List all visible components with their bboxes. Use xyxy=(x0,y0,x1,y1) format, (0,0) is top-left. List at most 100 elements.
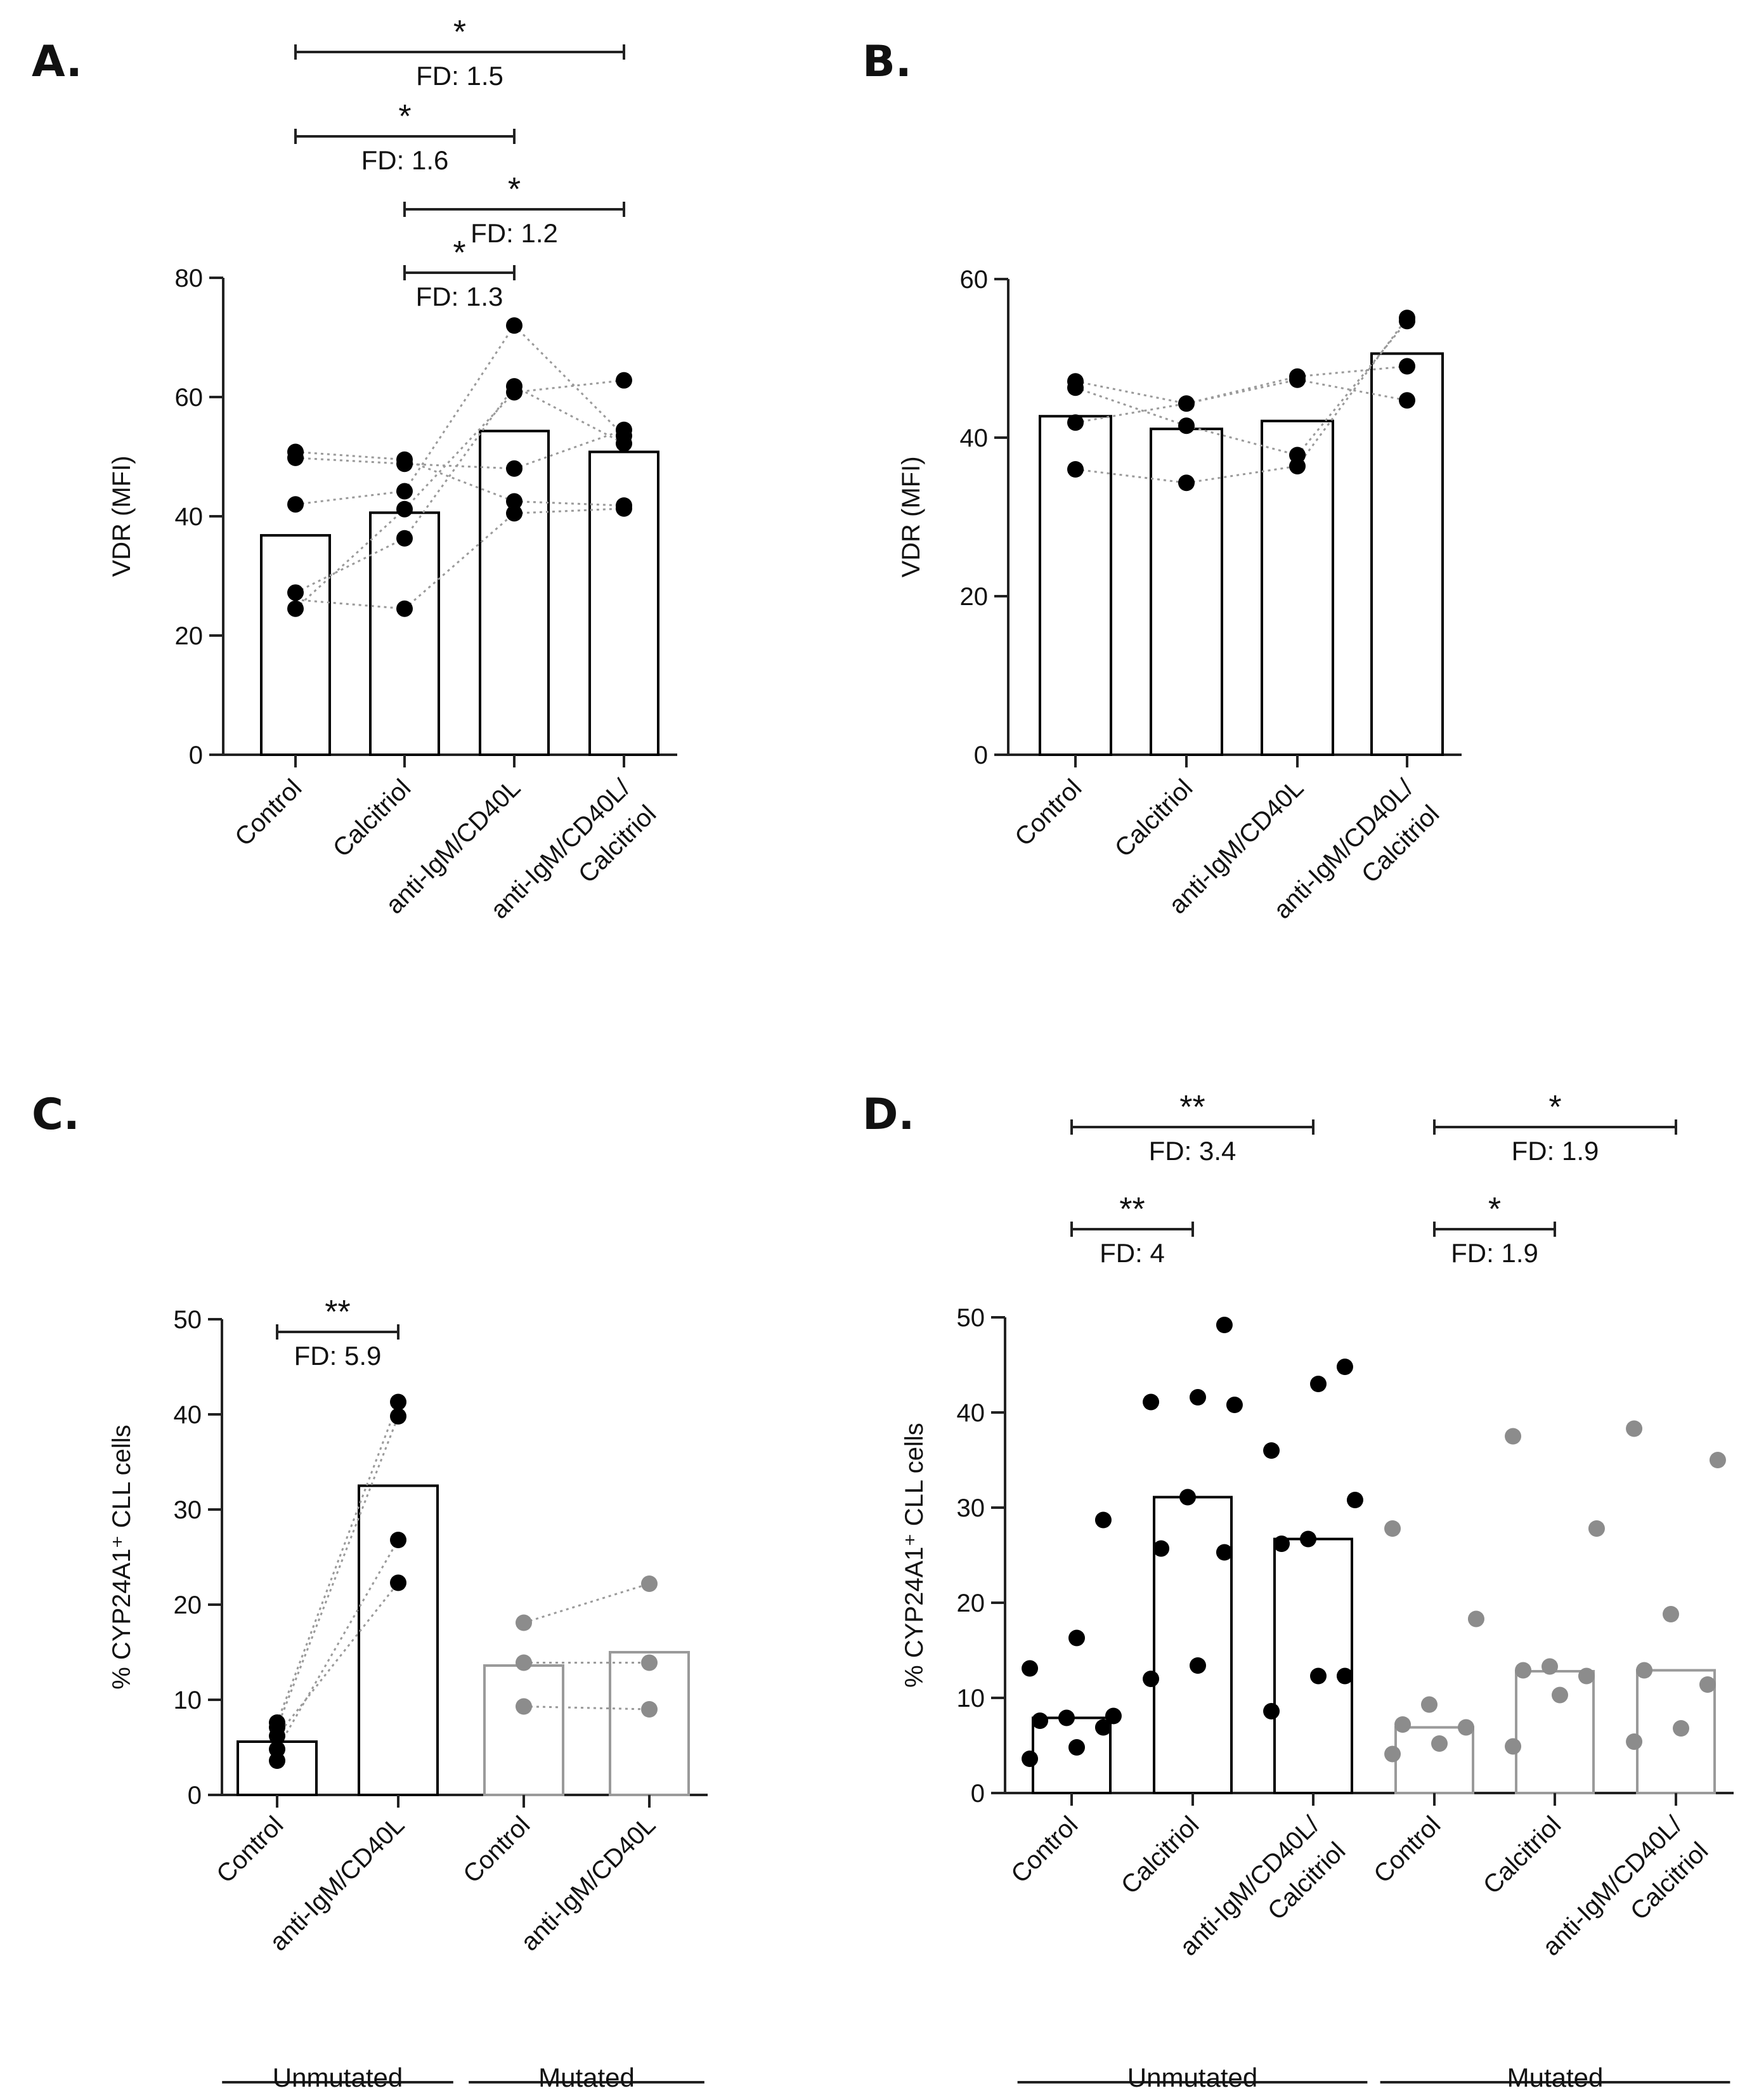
data-point xyxy=(1431,1735,1448,1752)
y-tick-label: 0 xyxy=(188,1782,202,1810)
y-tick-label: 50 xyxy=(957,1304,985,1332)
data-point xyxy=(390,1574,406,1591)
data-point xyxy=(269,1752,285,1769)
pair-line xyxy=(276,1401,399,1723)
x-category-label: Calcitriol xyxy=(1116,1811,1205,1900)
data-point xyxy=(516,1698,532,1715)
data-point xyxy=(516,1654,532,1671)
pair-line xyxy=(276,1539,399,1750)
y-axis-title: VDR (MFI) xyxy=(897,456,925,577)
data-point xyxy=(1263,1442,1280,1459)
data-point xyxy=(1673,1720,1689,1737)
y-tick-label: 30 xyxy=(174,1496,202,1524)
fold-difference-label: FD: 1.6 xyxy=(361,145,449,175)
data-point xyxy=(1505,1428,1522,1445)
pair-line xyxy=(514,429,625,470)
data-point xyxy=(616,497,632,514)
y-tick-label: 10 xyxy=(957,1685,985,1712)
pair-line xyxy=(276,1416,399,1728)
significance-stars: ** xyxy=(325,1294,350,1331)
data-point xyxy=(506,493,523,510)
group-label: Unmutated xyxy=(273,2063,403,2092)
fold-difference-label: FD: 1.9 xyxy=(1512,1136,1599,1166)
x-category-label-line: Control xyxy=(211,1811,289,1888)
x-category-label-line: anti-IgM/CD40L xyxy=(516,1811,661,1956)
data-point xyxy=(1346,1492,1363,1508)
x-category-label: Calcitriol xyxy=(328,774,417,863)
data-point xyxy=(1143,1671,1160,1687)
data-point xyxy=(1094,1511,1112,1529)
panel-letter: D. xyxy=(862,1090,914,1140)
data-point xyxy=(1336,1359,1353,1375)
bar xyxy=(1370,352,1444,756)
y-axis-title: % CYP24A1⁺ CLL cells xyxy=(900,1423,928,1688)
pair-line xyxy=(404,512,515,610)
data-point xyxy=(1709,1452,1726,1468)
data-point xyxy=(1263,1703,1280,1719)
pair-line xyxy=(295,457,405,465)
data-point xyxy=(616,421,632,438)
data-point xyxy=(1143,1393,1160,1411)
data-point xyxy=(1636,1662,1653,1679)
data-point xyxy=(1384,1745,1401,1763)
data-point xyxy=(1336,1667,1353,1685)
data-point xyxy=(1626,1733,1643,1750)
data-point xyxy=(390,1393,406,1411)
data-point xyxy=(1022,1751,1039,1767)
data-point xyxy=(1178,417,1195,434)
data-point xyxy=(1105,1707,1122,1725)
panel-letter: C. xyxy=(32,1090,80,1140)
data-point xyxy=(616,372,632,389)
data-point xyxy=(1067,414,1084,431)
x-category-label-line: Calcitriol xyxy=(1478,1811,1567,1900)
x-category-label: Control xyxy=(1368,1811,1446,1888)
data-point xyxy=(1067,373,1084,390)
significance-stars: ** xyxy=(1179,1089,1205,1126)
data-point xyxy=(1178,474,1195,492)
x-category-label: Control xyxy=(1009,774,1087,851)
data-point xyxy=(1068,1629,1085,1647)
fold-difference-label: FD: 4 xyxy=(1100,1238,1165,1268)
data-point xyxy=(1022,1660,1039,1677)
pair-line xyxy=(295,450,405,461)
x-category-label: Calcitriol xyxy=(1110,774,1198,863)
data-point xyxy=(1399,358,1415,375)
significance-stars: * xyxy=(1488,1191,1501,1228)
fold-difference-label: FD: 5.9 xyxy=(294,1341,382,1371)
y-tick-label: 40 xyxy=(957,1399,985,1427)
pair-line xyxy=(523,1582,650,1624)
data-point xyxy=(1552,1686,1568,1704)
panel-letter: B. xyxy=(862,37,912,87)
y-tick-label: 60 xyxy=(960,266,989,294)
pair-line xyxy=(514,385,625,445)
fold-difference-label: FD: 1.3 xyxy=(416,282,503,311)
data-point xyxy=(1421,1696,1438,1713)
bar xyxy=(483,1664,564,1796)
x-category-label: Control xyxy=(1006,1811,1083,1888)
y-tick-label: 50 xyxy=(174,1306,202,1334)
data-point xyxy=(1190,1657,1206,1674)
x-category-label-line: Calcitriol xyxy=(1110,774,1198,863)
panel-letter: A. xyxy=(32,37,82,87)
data-point xyxy=(1384,1520,1401,1537)
data-point xyxy=(1505,1738,1522,1755)
data-point xyxy=(396,600,413,617)
data-point xyxy=(396,483,413,500)
y-tick-label: 20 xyxy=(960,583,989,611)
pair-line xyxy=(295,490,405,505)
significance-stars: * xyxy=(1548,1089,1561,1126)
data-point xyxy=(269,1714,285,1731)
data-point xyxy=(1394,1716,1412,1733)
bar xyxy=(1273,1537,1353,1794)
significance-stars: * xyxy=(508,171,521,208)
data-point xyxy=(1399,392,1415,409)
data-point xyxy=(1588,1520,1605,1537)
data-point xyxy=(1190,1389,1206,1405)
x-category-label-line: Control xyxy=(230,774,307,851)
y-tick-label: 0 xyxy=(971,1780,985,1808)
y-axis-title: % CYP24A1⁺ CLL cells xyxy=(108,1425,136,1690)
bar xyxy=(369,511,440,756)
x-category-label: anti-IgM/CD40L/Calcitriol xyxy=(1174,1811,1351,1988)
data-point xyxy=(1178,395,1195,412)
